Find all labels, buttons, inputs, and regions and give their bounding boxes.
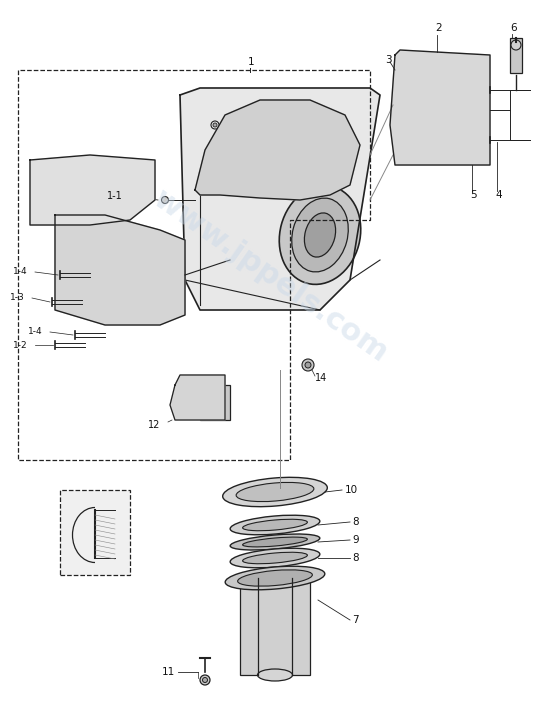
Text: 1-1: 1-1 [107, 191, 123, 201]
Ellipse shape [511, 40, 521, 50]
Text: 8: 8 [352, 517, 358, 527]
Polygon shape [30, 155, 155, 225]
Bar [510, 38, 522, 73]
Ellipse shape [230, 516, 320, 535]
Ellipse shape [242, 519, 307, 531]
Text: 4: 4 [495, 190, 502, 200]
Polygon shape [390, 50, 490, 165]
Polygon shape [170, 375, 225, 420]
Ellipse shape [305, 362, 311, 368]
Bar [60, 490, 130, 575]
Bar [200, 385, 230, 420]
Text: 9: 9 [352, 535, 358, 545]
Text: 1-4: 1-4 [13, 268, 27, 276]
Ellipse shape [236, 482, 314, 502]
Text: 2: 2 [435, 23, 442, 33]
Ellipse shape [230, 549, 320, 568]
Text: 14: 14 [315, 373, 327, 383]
Polygon shape [55, 215, 185, 325]
Text: 1-4: 1-4 [28, 327, 43, 337]
Text: 6: 6 [510, 23, 517, 33]
Ellipse shape [237, 570, 312, 586]
Text: 1: 1 [248, 57, 255, 67]
Ellipse shape [213, 123, 217, 127]
Polygon shape [195, 100, 360, 200]
Ellipse shape [230, 534, 320, 550]
Ellipse shape [225, 567, 325, 589]
Ellipse shape [407, 68, 467, 148]
Ellipse shape [292, 198, 348, 272]
Text: 12: 12 [148, 420, 160, 430]
Polygon shape [180, 88, 380, 310]
Ellipse shape [242, 537, 307, 547]
Text: 5: 5 [470, 190, 477, 200]
Text: 8: 8 [352, 553, 358, 563]
Text: 1-2: 1-2 [13, 340, 27, 350]
Ellipse shape [302, 359, 314, 371]
Ellipse shape [223, 477, 327, 507]
Text: www.jppels.com: www.jppels.com [148, 184, 394, 368]
Text: 10: 10 [345, 485, 358, 495]
Ellipse shape [161, 197, 169, 203]
Bar [240, 575, 310, 675]
Ellipse shape [305, 213, 335, 257]
Ellipse shape [242, 552, 307, 564]
Text: 1-3: 1-3 [10, 294, 25, 302]
Ellipse shape [414, 78, 460, 138]
Text: 13: 13 [196, 403, 208, 413]
Text: 11: 11 [162, 667, 175, 677]
Ellipse shape [200, 675, 210, 685]
Ellipse shape [338, 123, 342, 127]
Ellipse shape [121, 266, 139, 284]
Text: 7: 7 [352, 615, 358, 625]
Ellipse shape [203, 678, 208, 683]
Text: 3: 3 [385, 55, 391, 65]
Ellipse shape [115, 260, 145, 290]
Ellipse shape [258, 669, 292, 681]
Ellipse shape [348, 163, 352, 167]
Ellipse shape [279, 186, 361, 284]
